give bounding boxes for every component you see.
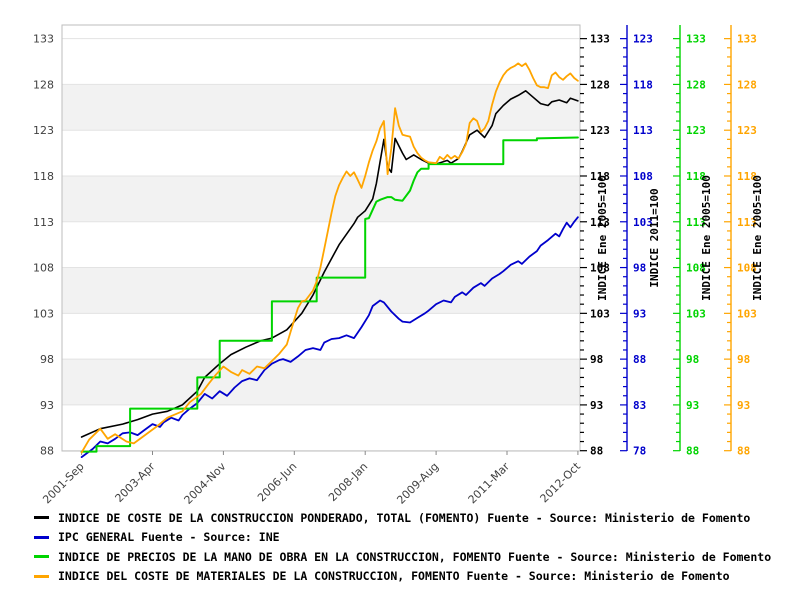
right-axis-tick-label: 103 bbox=[633, 216, 653, 229]
series-line-1 bbox=[80, 216, 579, 458]
right-axis-tick-label: 98 bbox=[633, 262, 646, 275]
right-axis-tick-label: 98 bbox=[737, 353, 750, 366]
legend-swatch-icon bbox=[34, 516, 49, 520]
right-axis-tick-label: 93 bbox=[737, 399, 750, 412]
right-axis-tick-label: 93 bbox=[686, 399, 699, 412]
right-axis-title: INDICE Ene 2005=100 bbox=[700, 175, 713, 301]
right-axis-tick-label: 108 bbox=[633, 170, 653, 183]
right-axis-tick-label: 88 bbox=[686, 445, 699, 458]
x-axis-tick-label: 2004-Nov bbox=[182, 460, 229, 507]
right-axis-tick-label: 83 bbox=[633, 399, 646, 412]
left-axis-tick-label: 118 bbox=[33, 170, 54, 183]
right-axis-tick-label: 113 bbox=[590, 216, 610, 229]
left-axis-tick-label: 103 bbox=[33, 307, 54, 320]
left-axis-tick-label: 108 bbox=[33, 262, 54, 275]
right-axis-tick-label: 118 bbox=[590, 170, 610, 183]
right-axis-tick-label: 118 bbox=[737, 170, 757, 183]
right-axis-title: INDICE 2011=100 bbox=[648, 188, 661, 287]
right-axis-tick-label: 123 bbox=[633, 33, 653, 46]
right-axis-tick-label: 103 bbox=[590, 307, 610, 320]
right-axis-tick-label: 108 bbox=[737, 262, 757, 275]
legend-swatch-icon bbox=[34, 555, 49, 559]
left-axis-tick-label: 113 bbox=[33, 216, 54, 229]
x-axis-tick-label: 2008-Jan bbox=[326, 460, 370, 504]
left-axis-tick-label: 98 bbox=[40, 353, 54, 366]
right-axis-tick-label: 118 bbox=[686, 170, 706, 183]
left-axis-tick-label: 133 bbox=[33, 33, 54, 46]
x-axis-tick-label: 2009-Aug bbox=[394, 460, 441, 507]
series-line-2 bbox=[80, 136, 579, 453]
right-axis-tick-label: 93 bbox=[590, 399, 603, 412]
right-axis-tick-label: 128 bbox=[737, 78, 757, 91]
legend-swatch-icon bbox=[34, 535, 49, 539]
right-axis-tick-label: 123 bbox=[686, 124, 706, 137]
legend-swatch-icon bbox=[34, 574, 49, 578]
right-axis-title: INDICE Ene 2005=100 bbox=[751, 175, 764, 301]
right-axis-tick-label: 88 bbox=[590, 445, 603, 458]
right-axis-tick-label: 88 bbox=[737, 445, 750, 458]
right-axis-title: INDICE Ene 2005=100 bbox=[596, 175, 609, 301]
grid-band bbox=[62, 267, 580, 314]
right-axis-tick-label: 133 bbox=[737, 33, 757, 46]
right-axis-tick-label: 113 bbox=[737, 216, 757, 229]
left-axis-tick-label: 128 bbox=[33, 78, 54, 91]
right-axis-tick-label: 78 bbox=[633, 445, 646, 458]
plot-border bbox=[61, 24, 581, 452]
legend-row-3: INDICE DEL COSTE DE MATERIALES DE LA CON… bbox=[34, 567, 794, 587]
right-axis-tick-label: 128 bbox=[590, 78, 610, 91]
x-axis-tick-label: 2011-Mar bbox=[466, 460, 513, 507]
right-axis-tick-label: 118 bbox=[633, 78, 653, 91]
left-axis-tick-label: 93 bbox=[40, 399, 54, 412]
legend-label: INDICE DEL COSTE DE MATERIALES DE LA CON… bbox=[58, 569, 730, 584]
left-axis-tick-label: 88 bbox=[40, 445, 54, 458]
right-axis-tick-label: 103 bbox=[737, 307, 757, 320]
grid-band bbox=[62, 359, 580, 405]
right-axis-tick-label: 98 bbox=[686, 353, 699, 366]
right-axis-tick-label: 113 bbox=[633, 124, 653, 137]
right-axis-tick-label: 108 bbox=[686, 262, 706, 275]
legend-label: IPC GENERAL Fuente - Source: INE bbox=[58, 530, 280, 545]
left-axis-tick-label: 123 bbox=[33, 124, 54, 137]
right-axis-tick-label: 128 bbox=[686, 78, 706, 91]
right-axis-tick-label: 113 bbox=[686, 216, 706, 229]
right-axis-tick-label: 123 bbox=[737, 124, 757, 137]
series-line-3 bbox=[80, 62, 579, 454]
legend-label: INDICE DE PRECIOS DE LA MANO DE OBRA EN … bbox=[58, 549, 772, 564]
x-axis-tick-label: 2006-Jun bbox=[255, 460, 299, 504]
right-axis-tick-label: 123 bbox=[590, 124, 610, 137]
x-axis-tick-label: 2003-Apr bbox=[113, 460, 158, 505]
legend-row-1: IPC GENERAL Fuente - Source: INE bbox=[34, 528, 794, 548]
x-axis-tick-label: 2012-Oct bbox=[538, 459, 584, 505]
right-axis-tick-label: 133 bbox=[686, 33, 706, 46]
right-axis-tick-label: 133 bbox=[590, 33, 610, 46]
grid-band bbox=[62, 175, 580, 222]
right-axis-tick-label: 108 bbox=[590, 262, 610, 275]
right-axis-tick-label: 88 bbox=[633, 353, 646, 366]
x-axis-tick-label: 2001-Sep bbox=[40, 460, 86, 506]
chart-legend: INDICE DE COSTE DE LA CONSTRUCCION PONDE… bbox=[34, 508, 794, 586]
legend-row-2: INDICE DE PRECIOS DE LA MANO DE OBRA EN … bbox=[34, 547, 794, 567]
right-axis-tick-label: 93 bbox=[633, 307, 646, 320]
right-axis-tick-label: 103 bbox=[686, 307, 706, 320]
legend-row-0: INDICE DE COSTE DE LA CONSTRUCCION PONDE… bbox=[34, 508, 794, 528]
legend-label: INDICE DE COSTE DE LA CONSTRUCCION PONDE… bbox=[58, 510, 751, 525]
right-axis-tick-label: 98 bbox=[590, 353, 603, 366]
